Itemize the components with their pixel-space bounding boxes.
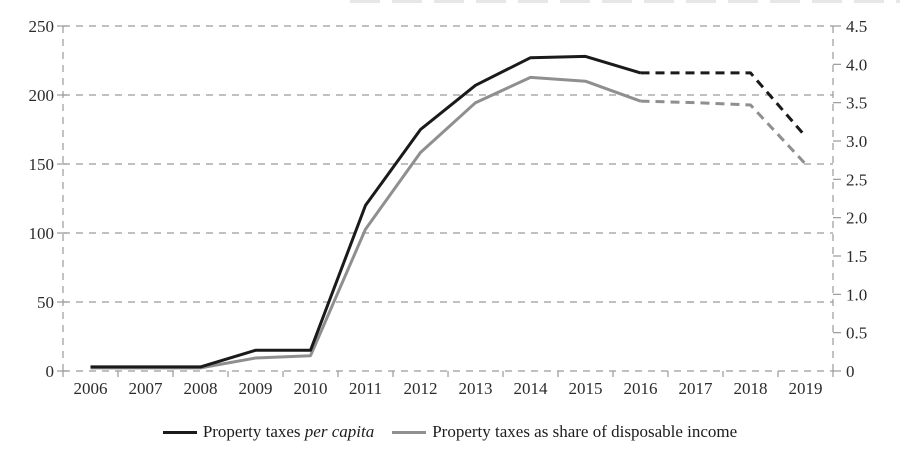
x-axis-label: 2013 <box>459 379 493 398</box>
right-axis-label: 1.0 <box>846 285 867 304</box>
x-axis-label: 2011 <box>349 379 382 398</box>
x-axis-label: 2016 <box>624 379 658 398</box>
right-axis-label: 0.5 <box>846 324 867 343</box>
legend-item-share: Property taxes as share of disposable in… <box>392 422 737 442</box>
x-axis-label: 2010 <box>294 379 328 398</box>
right-axis-label: 2.0 <box>846 209 867 228</box>
series-line-solid-share <box>90 75 642 370</box>
x-axis-label: 2006 <box>74 379 108 398</box>
x-axis-label: 2014 <box>514 379 549 398</box>
right-axis-label: 2.5 <box>846 170 867 189</box>
series-line-dashed-share <box>640 99 807 166</box>
series-line-solid-per-capita <box>90 54 641 369</box>
x-axis-label: 2018 <box>734 379 768 398</box>
right-axis-label: 3.0 <box>846 132 867 151</box>
line-chart: 0 50 100 150 200 250 0 0.5 1.0 1.5 2.0 2.5 3.0 3.5 4.0… <box>29 17 868 398</box>
left-axis-label: 150 <box>29 155 55 174</box>
x-axis-label: 2019 <box>789 379 823 398</box>
left-axis-label: 200 <box>29 86 55 105</box>
legend-label-share: Property taxes as share of disposable in… <box>432 422 738 441</box>
x-axis-label: 2007 <box>129 379 164 398</box>
chart-area: 0 50 100 150 200 250 0 0.5 1.0 1.5 2.0 2.5 3.0 3.5 4.0… <box>29 17 868 398</box>
x-axis-label: 2012 <box>404 379 438 398</box>
x-axis-label: 2015 <box>569 379 603 398</box>
x-axis-label: 2017 <box>679 379 714 398</box>
legend: Property taxes per capita Property taxes… <box>0 413 900 451</box>
cropped-text-artifact <box>350 0 900 3</box>
right-axis-label: 4.0 <box>846 55 867 74</box>
right-axis-label: 3.5 <box>846 94 867 113</box>
left-axis-label: 50 <box>37 293 54 312</box>
legend-swatch-per-capita <box>162 430 197 434</box>
right-axis-label: 0 <box>846 362 855 381</box>
right-axis-label: 1.5 <box>846 247 867 266</box>
x-axis-label: 2008 <box>184 379 218 398</box>
left-axis-label: 250 <box>29 17 55 36</box>
legend-item-per-capita: Property taxes per capita <box>162 422 375 442</box>
left-axis-label: 0 <box>46 362 55 381</box>
x-axis-label: 2009 <box>239 379 273 398</box>
right-axis-label: 4.5 <box>846 17 867 36</box>
legend-label-per-capita: Property taxes per capita <box>202 422 375 441</box>
series-line-dashed-per-capita <box>640 71 807 138</box>
legend-swatch-share <box>392 430 427 434</box>
left-axis-label: 100 <box>29 224 55 243</box>
